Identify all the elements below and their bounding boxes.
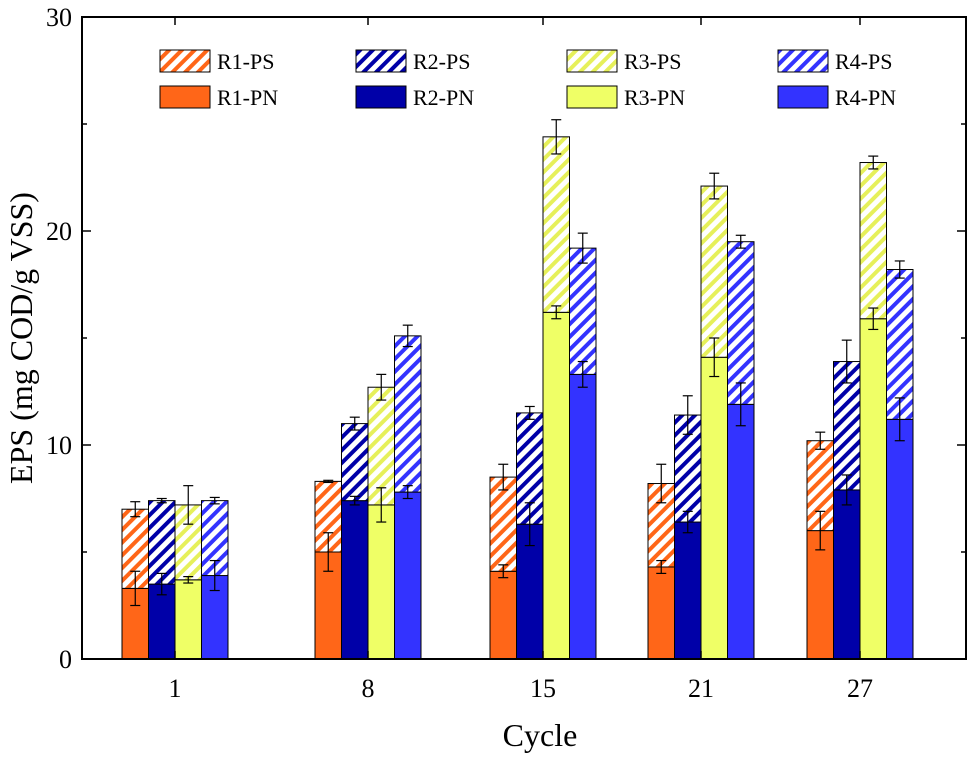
bar-r2-ps-cycle-1 bbox=[148, 500, 176, 585]
bar-r3-pn-cycle-8 bbox=[367, 504, 395, 660]
bar-r1-ps-cycle-15 bbox=[489, 476, 517, 572]
legend-swatch-r3-pn bbox=[566, 85, 618, 109]
bar-r4-ps-cycle-15 bbox=[569, 247, 597, 375]
bar-r3-ps-cycle-15 bbox=[542, 136, 570, 313]
bar-r4-pn-cycle-15 bbox=[569, 373, 597, 660]
bar-r3-pn-cycle-21 bbox=[700, 356, 728, 660]
x-tick-label-27: 27 bbox=[847, 674, 873, 703]
legend-swatch-r1-pn bbox=[159, 85, 211, 109]
legend-label-r4-ps: R4-PS bbox=[835, 49, 892, 74]
x-axis-label: Cycle bbox=[503, 717, 578, 753]
x-tick-label-1: 1 bbox=[169, 674, 182, 703]
bar-r4-ps-cycle-27 bbox=[886, 269, 914, 420]
legend-label-r1-ps: R1-PS bbox=[217, 49, 274, 74]
y-tick-label-30: 30 bbox=[46, 3, 72, 32]
x-tick-label-15: 15 bbox=[530, 674, 556, 703]
x-tick-label-21: 21 bbox=[688, 674, 714, 703]
y-axis-label: EPS (mg COD/g VSS) bbox=[3, 192, 39, 484]
legend-swatch-r2-pn bbox=[355, 85, 407, 109]
bar-r2-pn-cycle-27 bbox=[833, 489, 861, 660]
legend-swatch-r3-ps bbox=[566, 49, 618, 73]
y-tick-label-10: 10 bbox=[46, 431, 72, 460]
bar-r4-pn-cycle-8 bbox=[394, 491, 422, 660]
bar-r2-pn-cycle-15 bbox=[516, 523, 544, 660]
x-tick-label-8: 8 bbox=[362, 674, 375, 703]
bar-r3-ps-cycle-21 bbox=[700, 185, 728, 358]
legend-label-r3-pn: R3-PN bbox=[624, 85, 685, 110]
bars-group bbox=[121, 119, 914, 660]
bar-r4-pn-cycle-21 bbox=[727, 403, 755, 660]
bar-r3-pn-cycle-27 bbox=[859, 318, 887, 660]
bar-r3-ps-cycle-27 bbox=[859, 162, 887, 320]
y-tick-label-0: 0 bbox=[59, 645, 72, 674]
bar-r3-pn-cycle-15 bbox=[542, 311, 570, 660]
legend-label-r2-ps: R2-PS bbox=[413, 49, 470, 74]
bar-r2-ps-cycle-8 bbox=[341, 423, 369, 502]
legend-swatch-r4-pn bbox=[777, 85, 829, 109]
bar-r4-pn-cycle-27 bbox=[886, 418, 914, 660]
legend-label-r2-pn: R2-PN bbox=[413, 85, 474, 110]
legend-swatch-r4-ps bbox=[777, 49, 829, 73]
bar-r2-pn-cycle-21 bbox=[674, 521, 702, 660]
legend-label-r4-pn: R4-PN bbox=[835, 85, 896, 110]
legend-label-r1-pn: R1-PN bbox=[217, 85, 278, 110]
legend-swatch-r1-ps bbox=[159, 49, 211, 73]
bar-r1-pn-cycle-15 bbox=[489, 570, 517, 660]
bar-r4-ps-cycle-21 bbox=[727, 241, 755, 405]
bar-r1-pn-cycle-21 bbox=[647, 566, 675, 660]
y-tick-label-20: 20 bbox=[46, 217, 72, 246]
legend-label-r3-ps: R3-PS bbox=[624, 49, 681, 74]
legend: R1-PS R1-PN R2-PS R2-PN R3-PS R3-PN R4-PS R4-PN bbox=[159, 49, 896, 110]
bar-r4-ps-cycle-8 bbox=[394, 335, 422, 493]
bar-r1-pn-cycle-27 bbox=[806, 530, 834, 660]
legend-swatch-r2-ps bbox=[355, 49, 407, 73]
bar-r3-pn-cycle-1 bbox=[174, 579, 202, 660]
bar-r2-pn-cycle-8 bbox=[341, 500, 369, 660]
